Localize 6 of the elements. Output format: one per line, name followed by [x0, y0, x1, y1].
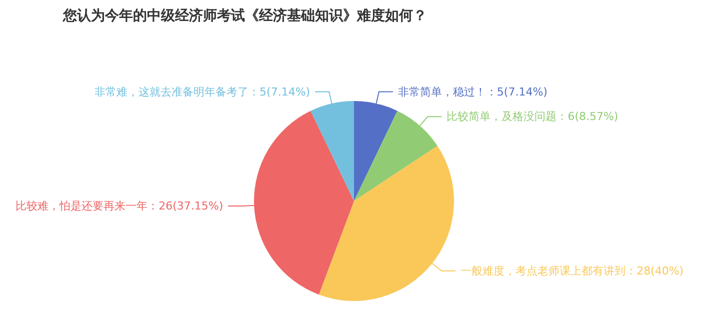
slice-label: 非常难，这就去准备明年备考了：5(7.14%): [94, 85, 310, 98]
chart-title: 您认为今年的中级经济师考试《经济基础知识》难度如何？: [62, 7, 427, 24]
slice-label: 比较难，怕是还要再来一年：26(37.15%): [16, 200, 224, 213]
slice-label: 一般难度，考点老师课上都有讲到：28(40%): [460, 264, 684, 278]
slice-label: 比较简单，及格没问题：6(8.57%): [446, 110, 618, 124]
slice-label: 非常简单，稳过！：5(7.14%): [398, 85, 548, 98]
